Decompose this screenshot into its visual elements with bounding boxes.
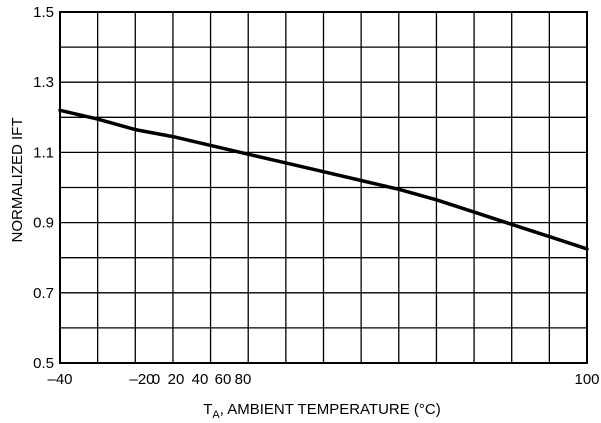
y-tick-label: 1.1 [33, 144, 54, 161]
grid [60, 12, 587, 363]
x-tick-label: 40 [192, 371, 209, 388]
tick-labels: 1.5 1.3 1.1 0.9 0.7 0.5–40 –200 20 40 60 80 100 [33, 4, 599, 388]
y-tick-label: 1.3 [33, 74, 54, 91]
x-tick-label: –20 [129, 371, 154, 388]
x-tick-label: –40 [47, 371, 72, 388]
x-tick-label: 60 [215, 371, 232, 388]
series-line [58, 108, 589, 251]
y-axis-label: NORMALIZED IFT [9, 117, 26, 242]
x-axis-label-subscript: A [212, 409, 220, 421]
y-tick-label: 0.9 [33, 215, 54, 232]
x-tick-label: 0 [152, 371, 160, 388]
x-axis-label-symbol: T [203, 401, 212, 418]
x-tick-label: 100 [574, 371, 599, 388]
x-axis-label: TA, AMBIENT TEMPERATURE (°C) [203, 401, 441, 421]
plot-frame [59, 11, 588, 364]
x-tick-label: 20 [168, 371, 185, 388]
x-axis-label-text: , AMBIENT TEMPERATURE (°C) [220, 401, 441, 418]
y-tick-label: 1.5 [33, 4, 54, 21]
y-tick-label: 0.5 [33, 355, 54, 372]
y-tick-label: 0.7 [33, 285, 54, 302]
x-tick-label: 80 [235, 371, 252, 388]
